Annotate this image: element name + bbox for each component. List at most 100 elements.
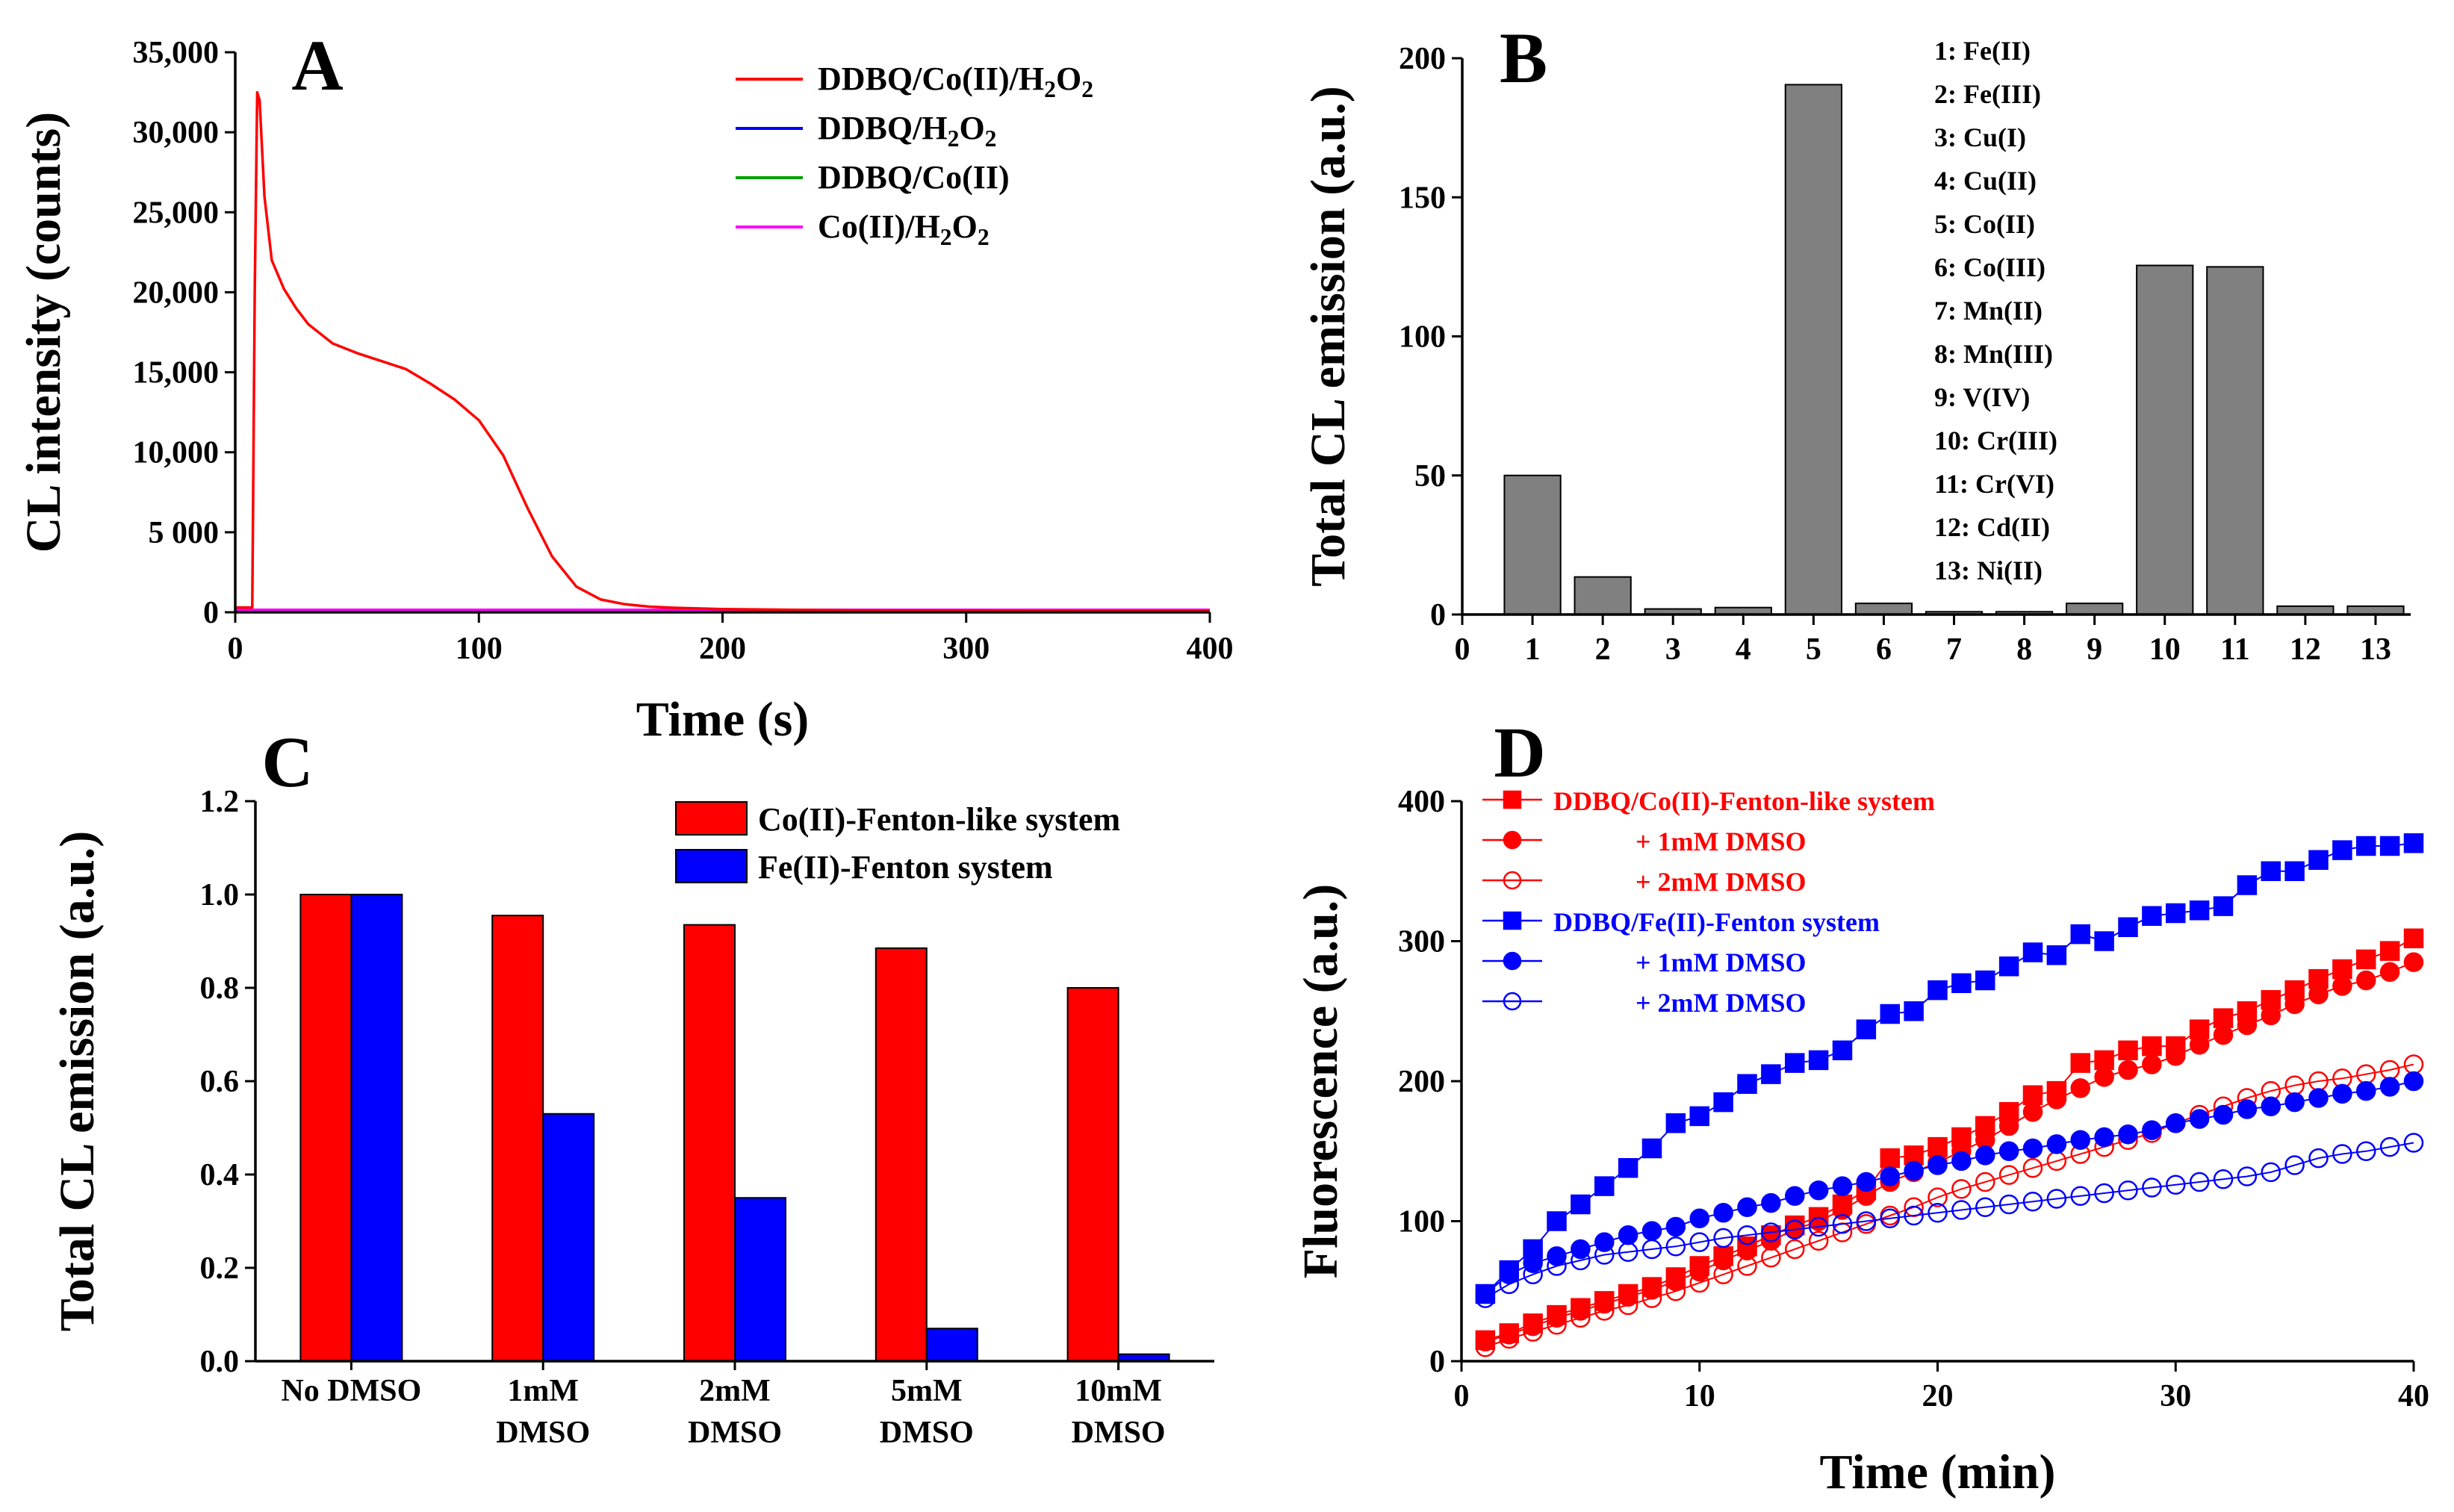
data-point [2379, 836, 2400, 856]
legend-entry: DDBQ/Co(II)-Fenton-like system [1553, 786, 1935, 816]
data-point [1713, 1228, 1733, 1248]
data-point [1737, 1240, 1757, 1261]
x-axis-label: Time (s) [636, 692, 810, 747]
data-point [1594, 1245, 1615, 1265]
x-tick-label: 40 [2398, 1379, 2429, 1413]
data-point [1951, 1179, 1972, 1199]
data-point [1547, 1211, 1567, 1231]
data-point [2261, 1096, 2281, 1116]
data-point [1503, 830, 1522, 850]
x-tick-label: 300 [942, 632, 990, 666]
y-axis-label: CL intensity (counts) [16, 112, 71, 553]
data-point [2308, 984, 2329, 1004]
data-point [1880, 1208, 1900, 1228]
x-tick-label: 11 [2220, 632, 2250, 667]
data-point [1785, 1186, 1805, 1206]
legend-entry: Co(II)/H2O2 [818, 208, 990, 250]
legend-entry: + 2mM DMSO [1636, 988, 1806, 1018]
data-point [2142, 1054, 2162, 1074]
data-point [2284, 861, 2305, 881]
data-point [2213, 1104, 2234, 1125]
y-tick-label: 10,000 [133, 436, 220, 470]
data-point [2166, 1046, 2186, 1066]
data-point [2403, 952, 2424, 972]
data-point [2284, 1155, 2305, 1175]
legend-entry: 3: Cu(I) [1934, 122, 2026, 152]
data-point [2022, 1192, 2043, 1212]
data-point [2070, 1130, 2090, 1150]
data-point [2332, 1144, 2352, 1164]
data-point [2403, 928, 2424, 948]
panel-letter: D [1494, 712, 1545, 792]
data-point [1832, 1200, 1853, 1220]
data-point [2166, 1113, 2186, 1133]
data-point [1713, 1092, 1733, 1113]
data-point [1689, 1208, 1709, 1228]
data-point [1547, 1256, 1567, 1276]
data-point [1665, 1236, 1686, 1257]
data-point [1571, 1301, 1591, 1321]
data-point [1975, 970, 1995, 991]
data-point [1499, 1274, 1519, 1295]
data-point [2213, 1024, 2234, 1045]
data-point [1523, 1264, 1543, 1284]
data-point [1832, 1214, 1853, 1234]
x-tick-label: 100 [456, 632, 503, 666]
data-point [2189, 1172, 2210, 1192]
x-tick-label: 0 [228, 632, 243, 666]
data-point [2189, 1035, 2210, 1055]
bar [734, 1197, 786, 1362]
x-tick-label: 200 [699, 632, 746, 666]
data-point [1618, 1295, 1638, 1316]
data-point [1975, 1197, 1995, 1217]
panel-a: 0 100 200 300 400 0 5 000 10,000 15,000 20,000 25,… [16, 25, 1234, 747]
bar [542, 1113, 595, 1362]
y-axis-label: Total CL emission (a.u.) [1301, 86, 1355, 587]
data-point [2261, 861, 2281, 881]
data-point [1713, 1250, 1733, 1271]
x-tick-label: 2mM [699, 1374, 771, 1408]
data-point [2213, 1169, 2234, 1189]
data-point [1737, 1225, 1757, 1245]
legend-entry: + 2mM DMSO [1636, 867, 1806, 897]
data-point [1737, 1074, 1757, 1094]
y-tick-label: 30,000 [133, 116, 220, 150]
data-point [2379, 941, 2400, 961]
data-point [2332, 1083, 2352, 1104]
data-point [1641, 1138, 1662, 1159]
data-point [2356, 970, 2376, 991]
legend-entry: 6: Co(III) [1934, 252, 2045, 282]
y-tick-label: 5 000 [149, 516, 220, 550]
data-point [1832, 1040, 1853, 1060]
data-point [1641, 1239, 1662, 1260]
bar [1854, 603, 1913, 615]
data-point [2094, 1127, 2114, 1148]
data-point [2046, 945, 2067, 965]
data-point [1880, 1004, 1900, 1024]
legend-entry: + 1mM DMSO [1636, 948, 1806, 977]
x-tick-label: 10 [1684, 1379, 1715, 1413]
y-tick-label: 0 [1429, 1345, 1445, 1379]
data-point [2094, 931, 2114, 951]
x-tick-label: 8 [2016, 632, 2032, 667]
bar [875, 947, 928, 1362]
data-point [1571, 1194, 1591, 1215]
legend-entry: Co(II)-Fenton-like system [758, 801, 1120, 838]
data-point [2237, 1015, 2258, 1036]
x-tick-label: DMSO [496, 1416, 590, 1450]
data-point [2332, 976, 2352, 996]
series-line [235, 90, 1210, 613]
data-point [1713, 1203, 1733, 1223]
y-tick-label: 35,000 [133, 36, 220, 70]
bar [2136, 264, 2194, 615]
data-point [2213, 896, 2234, 916]
data-point [1594, 1301, 1615, 1321]
data-point [1832, 1176, 1853, 1196]
y-tick-label: 20,000 [133, 276, 220, 310]
x-tick-label: 9 [2087, 632, 2102, 667]
x-tick-label: 5mM [891, 1374, 963, 1408]
data-point [1928, 1203, 1948, 1223]
legend-entry: DDBQ/Fe(II)-Fenton system [1553, 907, 1880, 937]
bar [1574, 576, 1632, 616]
